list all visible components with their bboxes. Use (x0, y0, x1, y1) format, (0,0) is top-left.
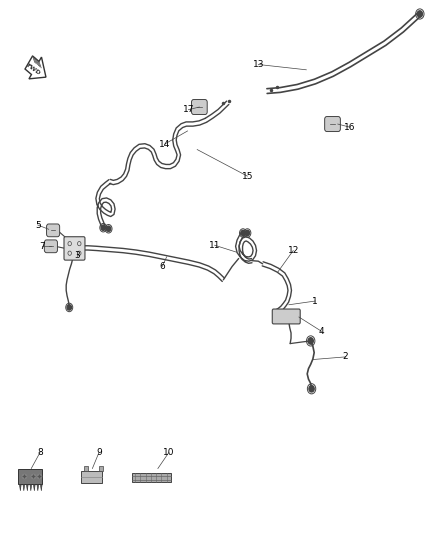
Text: 7: 7 (39, 242, 45, 251)
Text: 3: 3 (74, 252, 80, 260)
Polygon shape (26, 484, 28, 491)
Text: 4: 4 (319, 327, 325, 336)
Circle shape (309, 385, 314, 392)
Text: 11: 11 (209, 241, 220, 250)
Text: 10: 10 (163, 448, 174, 457)
Text: 2: 2 (343, 352, 349, 361)
FancyBboxPatch shape (191, 100, 207, 115)
Text: 13: 13 (253, 60, 264, 69)
FancyBboxPatch shape (272, 309, 300, 324)
Text: 15: 15 (242, 172, 253, 181)
FancyBboxPatch shape (325, 117, 340, 132)
Bar (81, 471, 102, 483)
Text: 6: 6 (159, 262, 165, 271)
Text: 1: 1 (312, 296, 318, 305)
Circle shape (308, 338, 313, 344)
Circle shape (101, 225, 106, 230)
Text: 12: 12 (287, 246, 299, 255)
Text: 5: 5 (35, 221, 41, 230)
FancyBboxPatch shape (46, 224, 60, 237)
Circle shape (245, 230, 250, 236)
Text: 17: 17 (183, 105, 194, 114)
Circle shape (106, 226, 111, 231)
Circle shape (67, 305, 71, 310)
Bar (18, 469, 42, 484)
Bar (132, 473, 171, 482)
Polygon shape (23, 484, 25, 491)
Polygon shape (37, 484, 39, 491)
Text: FWD: FWD (25, 62, 41, 76)
Circle shape (417, 11, 423, 17)
Circle shape (241, 230, 245, 236)
Polygon shape (30, 484, 32, 491)
Bar (99, 466, 103, 471)
Polygon shape (40, 484, 42, 491)
FancyBboxPatch shape (64, 237, 85, 260)
Text: 14: 14 (159, 140, 170, 149)
Text: 16: 16 (344, 123, 356, 132)
Polygon shape (33, 484, 35, 491)
FancyBboxPatch shape (44, 240, 57, 253)
Polygon shape (19, 484, 21, 491)
Text: 8: 8 (37, 448, 43, 457)
Text: 9: 9 (96, 448, 102, 457)
Bar (84, 466, 88, 471)
